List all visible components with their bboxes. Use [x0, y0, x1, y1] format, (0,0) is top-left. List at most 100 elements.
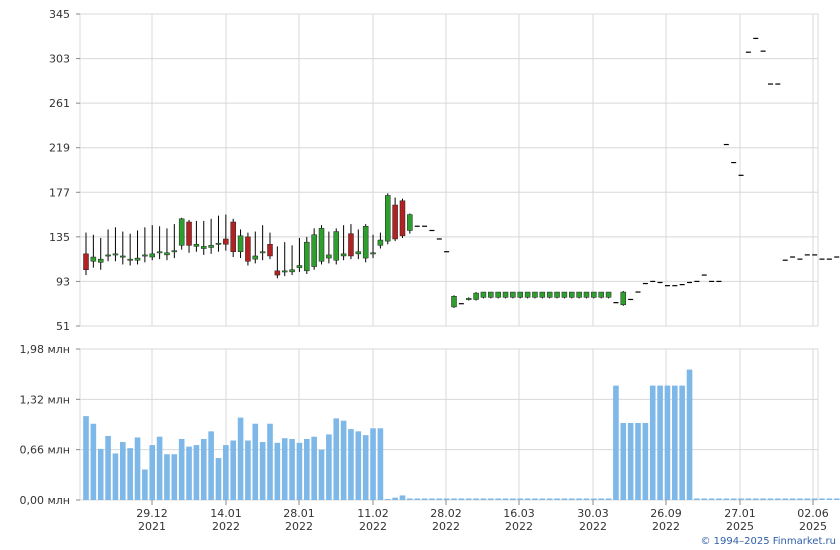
candle-body	[245, 236, 251, 262]
volume-bar	[311, 436, 317, 500]
volume-bar	[112, 453, 119, 500]
candle-body	[576, 291, 582, 298]
x-tick-year-label: 2022	[432, 520, 460, 533]
volume-bar	[318, 449, 325, 500]
volume-bar	[267, 423, 273, 500]
volume-bar	[826, 498, 833, 500]
volume-bar	[348, 429, 354, 500]
candle-body	[488, 291, 494, 298]
volume-bar	[458, 498, 465, 500]
candle-body	[326, 254, 332, 259]
candle-body	[201, 246, 207, 249]
candle-body	[451, 296, 457, 308]
candle-body	[186, 221, 192, 246]
candle-body	[583, 291, 590, 298]
candle-body	[370, 252, 376, 255]
volume-bar	[517, 498, 524, 500]
volume-bar	[730, 498, 737, 500]
volume-bar	[716, 498, 722, 500]
candle-body	[318, 228, 325, 262]
candle-body	[407, 214, 413, 231]
volume-bar	[127, 448, 133, 500]
volume-y-tick-label: 0,00 млн	[19, 494, 70, 507]
volume-bar	[281, 438, 288, 500]
volume-bar	[429, 498, 435, 500]
x-tick-year-label: 2025	[726, 520, 754, 533]
candle-body	[569, 291, 575, 298]
volume-bar	[767, 498, 774, 500]
volume-bar	[576, 498, 582, 500]
candle-body	[134, 257, 141, 261]
candle-body	[377, 239, 384, 246]
x-tick-year-label: 2021	[138, 520, 166, 533]
volume-bar	[782, 498, 788, 500]
volume-bar	[274, 442, 281, 500]
candle-body	[112, 253, 119, 256]
volume-bar	[340, 420, 347, 500]
candle-body	[561, 291, 568, 298]
candle-body	[289, 269, 295, 273]
volume-bar	[568, 498, 575, 500]
volume-bar	[399, 495, 406, 500]
volume-bar	[679, 385, 685, 500]
x-tick-date-label: 29.12	[136, 507, 168, 520]
candle-body	[465, 298, 472, 300]
candle-body	[598, 291, 604, 298]
candle-body	[473, 292, 479, 300]
candle-body	[252, 255, 259, 260]
volume-bar	[591, 498, 597, 500]
volume-bar	[83, 416, 89, 500]
volume-bar	[193, 445, 200, 500]
candle-body	[259, 251, 266, 254]
x-tick-year-label: 2025	[799, 520, 827, 533]
x-tick-year-label: 2022	[359, 520, 387, 533]
volume-bar	[333, 418, 340, 500]
candle-body	[340, 253, 347, 257]
volume-bar	[105, 435, 111, 500]
volume-bar	[370, 428, 376, 500]
volume-bar	[797, 498, 803, 500]
volume-bar	[200, 438, 207, 500]
x-tick-date-label: 11.02	[357, 507, 389, 520]
volume-bar	[171, 454, 178, 500]
volume-bar	[296, 442, 303, 500]
volume-bar	[627, 422, 634, 500]
candle-body	[385, 195, 391, 242]
volume-bar	[701, 498, 708, 500]
volume-bar	[686, 369, 693, 500]
candle-body	[178, 218, 185, 246]
candle-body	[164, 252, 170, 256]
candle-body	[495, 291, 501, 298]
candle-body	[230, 221, 236, 252]
candle-body	[355, 251, 362, 255]
volume-bar	[495, 498, 501, 500]
candle-body	[149, 253, 155, 258]
volume-bar	[142, 469, 148, 500]
volume-bar	[377, 428, 384, 500]
volume-bar	[524, 498, 531, 500]
candle-body	[120, 255, 126, 258]
x-tick-date-label: 02.06	[797, 507, 829, 520]
volume-bar	[775, 498, 781, 500]
candle-body	[532, 291, 538, 298]
volume-bar	[649, 385, 656, 500]
volume-bar	[465, 498, 472, 500]
candle-body	[546, 291, 553, 298]
x-tick-date-label: 14.01	[210, 507, 242, 520]
x-tick-date-label: 30.03	[577, 507, 609, 520]
volume-bar	[473, 498, 479, 500]
candle-body	[510, 291, 516, 298]
volume-bar	[355, 431, 362, 500]
volume-bar	[289, 438, 295, 500]
volume-bar	[554, 498, 560, 500]
volume-bar	[657, 385, 663, 500]
price-y-tick-label: 177	[49, 186, 70, 199]
volume-bar	[642, 422, 649, 500]
volume-bar	[539, 498, 546, 500]
x-tick-year-label: 2022	[652, 520, 680, 533]
candle-body	[480, 291, 487, 298]
candle-body	[215, 242, 222, 245]
x-tick-date-label: 16.03	[503, 507, 535, 520]
volume-bar	[752, 498, 759, 500]
volume-bar	[443, 498, 450, 500]
